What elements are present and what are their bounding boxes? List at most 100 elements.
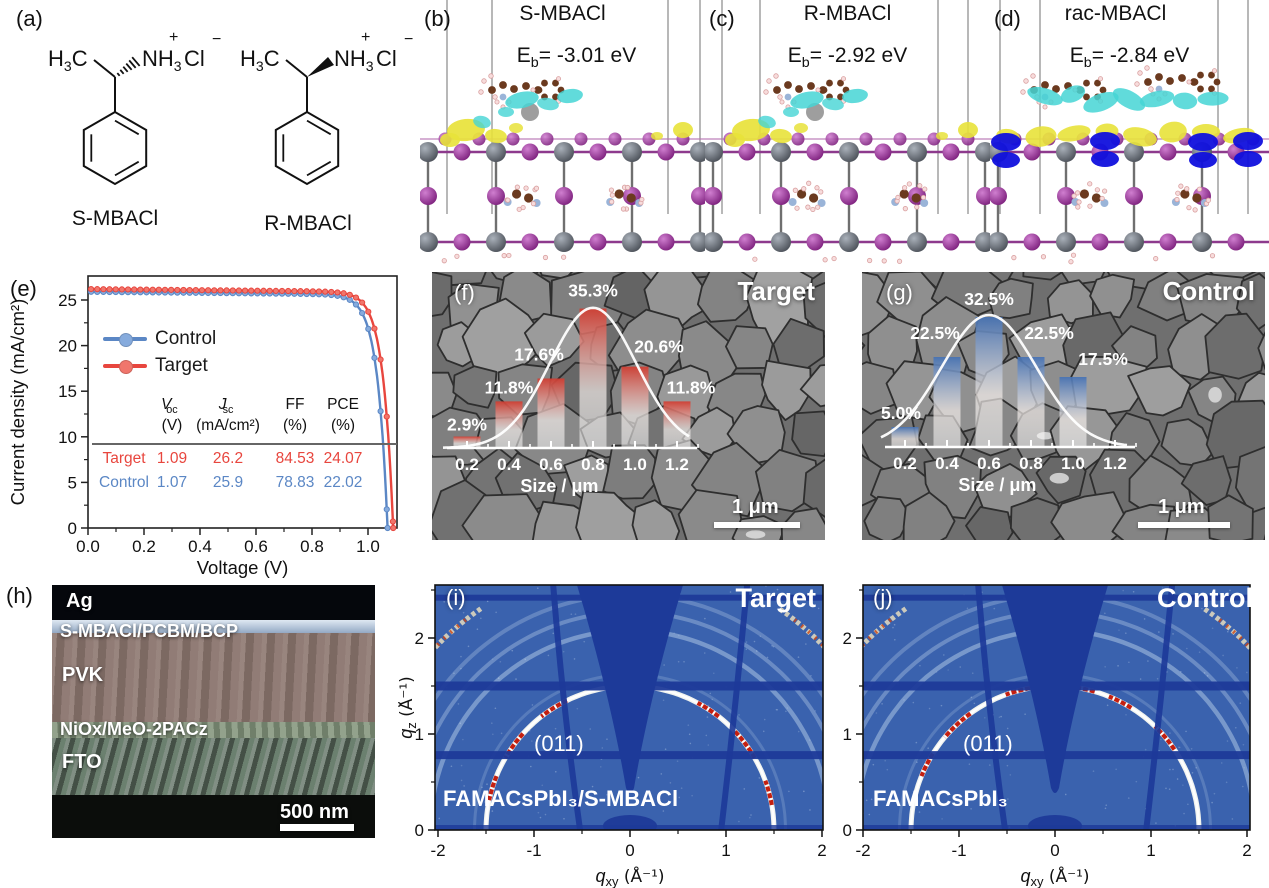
panel-d: (d) rac-MBACl Eb= -2.84 eV	[990, 0, 1269, 266]
table-row-control-name: Control	[99, 474, 149, 491]
legend-swatch-control	[103, 332, 147, 347]
sample-label-i: FAMACsPbI₃/S-MBACl	[443, 786, 679, 811]
panel-b-title: S-MBACl	[519, 2, 606, 25]
svg-text:1.0: 1.0	[1061, 454, 1085, 473]
table-row-target-name: Target	[102, 450, 146, 467]
svg-text:1: 1	[721, 841, 730, 860]
svg-text:22.5%: 22.5%	[910, 323, 960, 343]
cross-section-image: Ag S-MBACl/PCBM/BCP PVK NiOx/MeO-2PACz F…	[52, 585, 375, 838]
svg-text:qz (Å⁻¹): qz (Å⁻¹)	[398, 676, 419, 739]
panel-i-letter: (i)	[446, 585, 466, 610]
panel-c-letter: (c)	[709, 6, 735, 31]
svg-text:2: 2	[843, 629, 852, 648]
label-ag: Ag	[66, 590, 93, 612]
table-header-jsc-unit: (mA/cm²)	[196, 417, 260, 434]
table-header-voc-unit: (V)	[161, 417, 183, 434]
scalebar-g	[1138, 522, 1230, 528]
svg-text:1: 1	[843, 725, 852, 744]
svg-text:5.0%: 5.0%	[881, 403, 921, 423]
svg-text:-1: -1	[526, 841, 541, 860]
svg-text:20: 20	[58, 337, 77, 356]
target-voc: 1.09	[156, 450, 188, 467]
svg-text:0.0: 0.0	[76, 537, 100, 556]
svg-text:0.4: 0.4	[935, 454, 959, 473]
sem-control-title: Control	[1162, 276, 1255, 306]
svg-text:1: 1	[1146, 841, 1155, 860]
panel-j: -2 -1 0 1 2 0 1 2 qxy (Å⁻¹) (j) Control (011) FA…	[835, 575, 1269, 888]
legend-item-control: Control	[103, 325, 216, 352]
panel-e: 0.0 0.2 0.4 0.6 0.8 1.0 0 5 10 15 20 25 Voltage (V) C…	[0, 268, 430, 580]
svg-text:17.5%: 17.5%	[1078, 349, 1128, 369]
svg-text:Size / μm: Size / μm	[520, 476, 598, 496]
svg-text:2: 2	[817, 841, 826, 860]
svg-text:0.2: 0.2	[132, 537, 156, 556]
grain-size-histogram-target: 0.2 0.4 0.6 0.8 1.0 1.2 Size / μm 2.9% 11.8% 17.6…	[442, 281, 716, 496]
svg-text:+: +	[169, 29, 178, 46]
binding-energy-c: Eb= -2.92 eV	[787, 44, 908, 72]
jv-plot: 0.0 0.2 0.4 0.6 0.8 1.0 0 5 10 15 20 25 Voltage (V) C…	[7, 275, 398, 578]
svg-text:0.8: 0.8	[1019, 454, 1043, 473]
panel-c-title: R-MBACl	[803, 2, 892, 25]
svg-text:0.6: 0.6	[977, 454, 1001, 473]
giwaxs-target-title: Target	[735, 583, 816, 613]
svg-text:0.8: 0.8	[300, 537, 324, 556]
svg-text:NH3: NH3	[334, 46, 374, 74]
panel-a-letter: (a)	[16, 6, 43, 31]
svg-text:Cl: Cl	[376, 46, 397, 71]
molecule-name-s-mbacl: S-MBACl	[71, 207, 159, 230]
dft-structure-rac-mbacl-image	[990, 0, 1269, 265]
jv-legend: Control Target	[103, 325, 216, 379]
svg-text:Size / μm: Size / μm	[958, 475, 1036, 495]
svg-text:qxy (Å⁻¹): qxy (Å⁻¹)	[1020, 865, 1089, 888]
binding-energy-d: Eb= -2.84 eV	[1069, 44, 1190, 72]
table-rule	[92, 443, 397, 445]
svg-text:35.3%: 35.3%	[568, 281, 618, 301]
legend-swatch-target	[103, 359, 147, 374]
svg-text:2: 2	[1242, 841, 1251, 860]
svg-text:1.2: 1.2	[665, 455, 689, 474]
svg-text:0.2: 0.2	[893, 454, 917, 473]
svg-text:1.2: 1.2	[1103, 454, 1127, 473]
panel-f: 0.2 0.4 0.6 0.8 1.0 1.2 Size / μm 2.9% 11.8% 17.6…	[432, 272, 825, 540]
panel-g: 0.2 0.4 0.6 0.8 1.0 1.2 Size / μm 5.0% 22.5% 32.5…	[862, 272, 1265, 540]
svg-text:Cl: Cl	[184, 46, 205, 71]
legend-label-control: Control	[155, 327, 217, 349]
svg-text:1: 1	[415, 725, 424, 744]
panel-e-letter: (e)	[10, 276, 37, 301]
ring-011-label-i: (011)	[534, 731, 584, 756]
giwaxs-control-plot: -2 -1 0 1 2 0 1 2 qxy (Å⁻¹)	[843, 584, 1252, 888]
svg-text:1.0: 1.0	[623, 455, 647, 474]
legend-item-target: Target	[103, 352, 216, 379]
giwaxs-control-title: Control	[1157, 583, 1253, 613]
svg-text:0: 0	[625, 841, 634, 860]
svg-text:0: 0	[68, 519, 77, 538]
svg-text:-1: -1	[951, 841, 966, 860]
svg-text:0.2: 0.2	[455, 455, 479, 474]
svg-text:0: 0	[843, 821, 852, 840]
layer-niox	[52, 722, 375, 738]
svg-text:0.8: 0.8	[581, 455, 605, 474]
panel-f-letter: (f)	[454, 280, 475, 305]
layer-fto	[52, 738, 375, 795]
svg-text:5: 5	[68, 473, 77, 492]
svg-text:0: 0	[1050, 841, 1059, 860]
panel-i: -2 -1 0 1 2 0 1 2 qxy (Å⁻¹) qz (Å⁻¹) (i) Target (…	[398, 575, 840, 888]
control-voc: 1.07	[156, 474, 188, 491]
control-pce: 22.02	[323, 474, 363, 491]
panel-h-letter: (h)	[6, 583, 33, 608]
label-pvk: PVK	[62, 664, 104, 686]
svg-text:−: −	[404, 31, 413, 48]
chemical-structures-drawing: H3C NH3+Cl−H3C NH3+Cl−	[48, 29, 413, 186]
svg-text:32.5%: 32.5%	[964, 289, 1014, 309]
layer-ag	[52, 585, 375, 620]
panel-d-letter: (d)	[994, 6, 1021, 31]
svg-text:NH3: NH3	[142, 46, 182, 74]
svg-text:10: 10	[58, 428, 77, 447]
svg-text:-2: -2	[855, 841, 870, 860]
scalebar-f	[714, 522, 800, 528]
svg-text:Current density (mA/cm²): Current density (mA/cm²)	[7, 299, 28, 506]
svg-text:0: 0	[415, 821, 424, 840]
